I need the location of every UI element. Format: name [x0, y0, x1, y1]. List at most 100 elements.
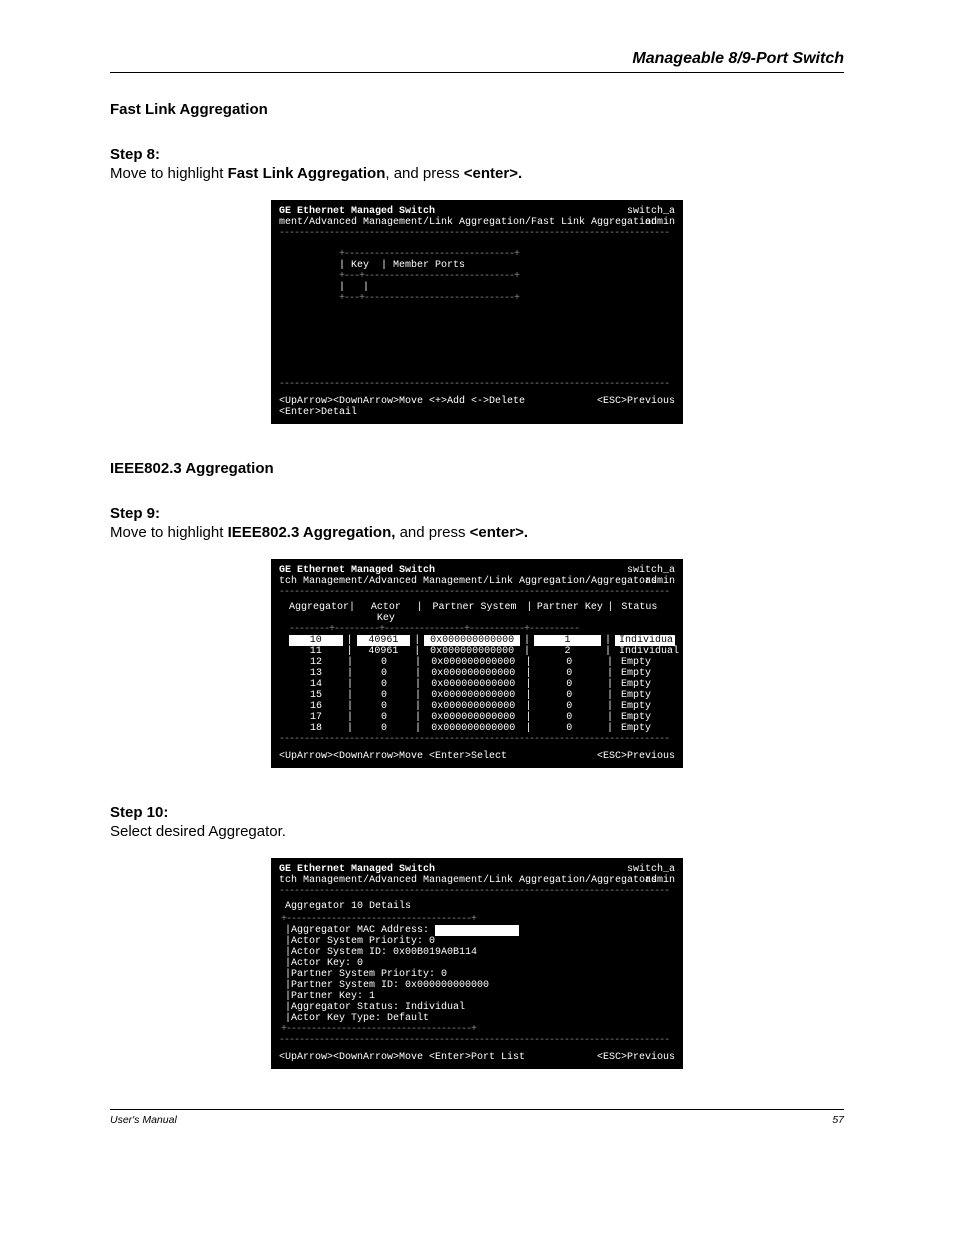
table-cell: 0x000000000000	[425, 712, 521, 723]
table-cell: Individual	[615, 646, 675, 657]
step8-bold2: <enter>.	[464, 165, 522, 182]
detail-value: 0	[441, 969, 447, 980]
table-row[interactable]: 11|40961|0x000000000000|2|Individual	[279, 646, 675, 657]
table-cell: 18	[289, 723, 343, 734]
table-row[interactable]: 14|0|0x000000000000|0|Empty	[279, 679, 675, 690]
term2-footer: <UpArrow><DownArrow>Move <Enter>Select <…	[279, 751, 675, 762]
table-row[interactable]: 15|0|0x000000000000|0|Empty	[279, 690, 675, 701]
table-row[interactable]: 18|0|0x000000000000|0|Empty	[279, 723, 675, 734]
detail-line[interactable]: |Partner System Priority: 0	[279, 969, 675, 980]
term3-breadcrumb: tch Management/Advanced Management/Link …	[279, 875, 675, 886]
table-cell: 0	[357, 668, 411, 679]
terminal-aggregator-detail: switch_a admin GE Ethernet Managed Switc…	[271, 858, 683, 1069]
term1-cols: | Key | Member Ports	[339, 260, 675, 271]
table-cell: 0	[357, 701, 411, 712]
table-cell: Empty	[617, 679, 675, 690]
screenshot-2: switch_a admin GE Ethernet Managed Switc…	[110, 559, 844, 768]
term1-admin: admin	[627, 217, 675, 228]
table-cell: 14	[289, 679, 343, 690]
table-cell: 17	[289, 712, 343, 723]
table-cell: 0x000000000000	[425, 668, 521, 679]
table-cell: 0x000000000000	[425, 690, 521, 701]
detail-line[interactable]: |Actor Key Type: Default	[279, 1013, 675, 1024]
term1-boxsep3: +---+------------------------------+	[339, 293, 569, 304]
table-row[interactable]: 10|40961|0x000000000000|1|Individual	[279, 635, 675, 646]
table-cell: 11	[289, 646, 343, 657]
col-aggregator: Aggregator	[289, 602, 345, 624]
detail-label: |Aggregator MAC Address:	[285, 925, 435, 936]
term2-sep2: ----------------------------------------…	[279, 734, 675, 745]
detail-label: |Actor Key Type:	[285, 1013, 387, 1024]
detail-label: |Partner System ID:	[285, 980, 405, 991]
table-cell: 0x000000000000	[425, 657, 521, 668]
term1-sep1: ----------------------------------------…	[279, 228, 675, 239]
table-cell: 0	[535, 679, 603, 690]
detail-line[interactable]: |Actor System Priority: 0	[279, 936, 675, 947]
term2-tsep: --------+---------+----------------+----…	[279, 624, 675, 635]
step-9-body: Move to highlight IEEE802.3 Aggregation,…	[110, 524, 844, 541]
term2-product: GE Ethernet Managed Switch	[279, 565, 675, 576]
table-cell: 0	[357, 723, 411, 734]
table-cell: 13	[289, 668, 343, 679]
detail-line[interactable]: |Actor System ID: 0x00B019A0B114	[279, 947, 675, 958]
table-cell: Empty	[617, 723, 675, 734]
page-header: Manageable 8/9-Port Switch	[110, 50, 844, 73]
term3-footer-right: <ESC>Previous	[597, 1052, 675, 1063]
table-cell: 0	[535, 668, 603, 679]
term1-sep2: ----------------------------------------…	[279, 379, 675, 390]
detail-value: Default	[387, 1013, 429, 1024]
detail-value: 1	[369, 991, 375, 1002]
terminal-aggregators: switch_a admin GE Ethernet Managed Switc…	[271, 559, 683, 768]
term1-breadcrumb: ment/Advanced Management/Link Aggregatio…	[279, 217, 675, 228]
step-10-body: Select desired Aggregator.	[110, 823, 844, 840]
detail-value: 0x000000000000	[405, 980, 489, 991]
step-8-body: Move to highlight Fast Link Aggregation,…	[110, 165, 844, 182]
term1-emptyrow: | |	[339, 282, 675, 293]
table-cell: 0	[357, 690, 411, 701]
section-title-fast-link: Fast Link Aggregation	[110, 101, 844, 118]
table-row[interactable]: 17|0|0x000000000000|0|Empty	[279, 712, 675, 723]
table-cell: 0x000000000000	[425, 701, 521, 712]
detail-label: |Actor System ID:	[285, 947, 393, 958]
table-cell: Empty	[617, 712, 675, 723]
step8-mid: , and press	[385, 165, 463, 182]
term3-sep2: ----------------------------------------…	[279, 1035, 675, 1046]
table-cell: 0x000000000000	[424, 646, 520, 657]
term3-box-title: Aggregator 10 Details	[279, 901, 675, 912]
detail-line[interactable]: |Partner System ID: 0x000000000000	[279, 980, 675, 991]
table-cell: 0x000000000000	[425, 679, 521, 690]
term2-breadcrumb: tch Management/Advanced Management/Link …	[279, 576, 675, 587]
table-cell: 40961	[357, 635, 411, 646]
term1-boxsep2: +---+------------------------------+	[339, 271, 569, 282]
step9-mid: and press	[395, 524, 469, 541]
detail-line[interactable]: |Actor Key: 0	[279, 958, 675, 969]
detail-line[interactable]: |Partner Key: 1	[279, 991, 675, 1002]
step8-pre: Move to highlight	[110, 165, 228, 182]
table-row[interactable]: 16|0|0x000000000000|0|Empty	[279, 701, 675, 712]
term2-columns: Aggregator| Actor Key| Partner System| P…	[279, 602, 675, 624]
table-cell: Empty	[617, 701, 675, 712]
term2-switch: switch_a	[627, 565, 675, 576]
term3-footer: <UpArrow><DownArrow>Move <Enter>Port Lis…	[279, 1052, 675, 1063]
detail-line[interactable]: |Aggregator Status: Individual	[279, 1002, 675, 1013]
table-row[interactable]: 12|0|0x000000000000|0|Empty	[279, 657, 675, 668]
term3-admin: admin	[627, 875, 675, 886]
table-cell: 40961	[357, 646, 411, 657]
page-footer: User's Manual 57	[110, 1109, 844, 1126]
detail-value: 0	[429, 936, 435, 947]
term2-admin: admin	[627, 576, 675, 587]
table-cell: 0	[535, 723, 603, 734]
step8-bold: Fast Link Aggregation	[228, 165, 386, 182]
detail-line[interactable]: |Aggregator MAC Address: 0x00B019A0B114	[279, 925, 675, 936]
detail-label: |Actor Key:	[285, 958, 357, 969]
term1-footer-left: <UpArrow><DownArrow>Move <+>Add <->Delet…	[279, 396, 597, 418]
table-cell: 0	[535, 657, 603, 668]
col-partner-system: Partner System	[427, 602, 523, 624]
term1-boxsep1: +----------------------------------+	[339, 249, 569, 260]
term1-body: +----------------------------------+ | K…	[279, 239, 675, 379]
table-cell: Empty	[617, 657, 675, 668]
table-row[interactable]: 13|0|0x000000000000|0|Empty	[279, 668, 675, 679]
detail-value: 0x00B019A0B114	[393, 947, 477, 958]
term2-body: Aggregator| Actor Key| Partner System| P…	[279, 598, 675, 734]
step-9-title: Step 9:	[110, 505, 844, 522]
